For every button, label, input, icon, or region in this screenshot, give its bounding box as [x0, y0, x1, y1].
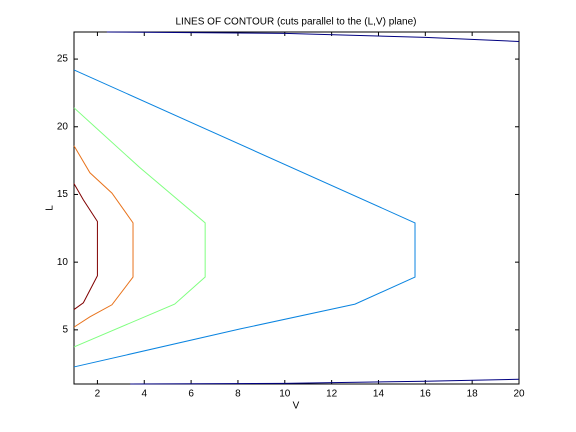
contour-line [73, 69, 416, 368]
x-tick-label: 8 [235, 389, 241, 400]
contour-line [106, 31, 520, 42]
y-tick-label: 15 [57, 189, 69, 200]
y-axis-label: L [45, 205, 56, 211]
y-tick-label: 5 [62, 324, 68, 335]
x-tick-label: 14 [373, 389, 385, 400]
contour-line [130, 378, 520, 385]
contour-line [73, 107, 206, 348]
x-tick-label: 6 [188, 389, 194, 400]
plot-frame [73, 31, 520, 385]
x-tick-label: 18 [467, 389, 479, 400]
x-tick-label: 20 [513, 389, 525, 400]
y-tick-label: 25 [57, 54, 69, 65]
x-tick-label: 16 [420, 389, 432, 400]
y-tick-label: 10 [57, 257, 69, 268]
contour-line [73, 145, 134, 328]
y-tick-label: 20 [57, 121, 69, 132]
x-tick-label: 12 [326, 389, 338, 400]
chart-title: LINES OF CONTOUR (cuts parallel to the (… [175, 17, 416, 28]
contour-line [73, 183, 98, 310]
x-tick-label: 10 [279, 389, 291, 400]
x-axis-label: V [293, 401, 300, 412]
x-tick-label: 2 [95, 389, 101, 400]
x-tick-label: 4 [141, 389, 147, 400]
